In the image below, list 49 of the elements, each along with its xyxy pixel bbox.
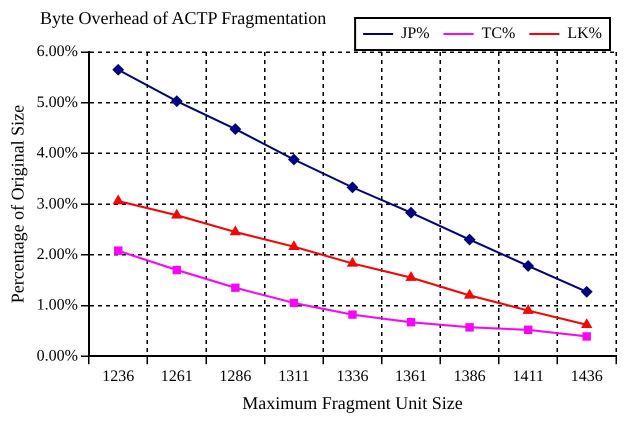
point [523,305,534,314]
x-tick-label: 1236 [102,368,134,386]
point [289,241,299,250]
x-tick-label: 1286 [219,368,252,386]
point [464,290,474,299]
point [581,286,592,298]
point [290,298,298,308]
point [348,310,357,319]
point [465,323,474,332]
x-axis-title: Maximum Fragment Unit Size [242,392,463,413]
point [171,96,182,107]
point [406,272,416,281]
point [231,284,240,292]
legend-label: LK% [567,25,602,42]
x-tick-label: 1436 [570,368,603,386]
point [524,326,532,334]
point [582,332,591,341]
legend-label: TC% [482,25,516,42]
x-tick-label: 1411 [512,368,544,386]
y-tick-label: 2.00% [36,246,78,264]
legend-label: JP% [401,25,430,42]
point [464,234,476,246]
y-tick-label: 4.00% [36,144,78,162]
point [172,210,182,219]
y-axis-title: Percentage of Original Size [8,104,28,304]
point [406,318,416,326]
point [172,266,181,274]
y-tick-label: 1.00% [36,296,78,314]
point [348,258,358,267]
point [230,124,241,135]
y-tick-label: 3.00% [36,195,78,212]
y-tick-label: 6.00% [36,43,78,60]
y-tick-label: 5.00% [36,94,78,111]
point [522,260,534,272]
point [288,154,300,165]
x-tick-label: 1261 [160,368,193,386]
point [406,207,417,218]
point [582,319,592,328]
chart-title: Byte Overhead of ACTP Fragmentation [40,8,326,29]
point [230,226,240,236]
point [346,182,358,193]
x-tick-label: 1386 [454,368,486,386]
x-tick-label: 1361 [395,368,428,386]
point [114,246,122,255]
point [113,196,124,204]
x-tick-label: 1336 [336,368,368,386]
x-tick-label: 1311 [278,368,310,386]
y-tick-label: 0.00% [36,347,78,364]
point [112,64,124,76]
